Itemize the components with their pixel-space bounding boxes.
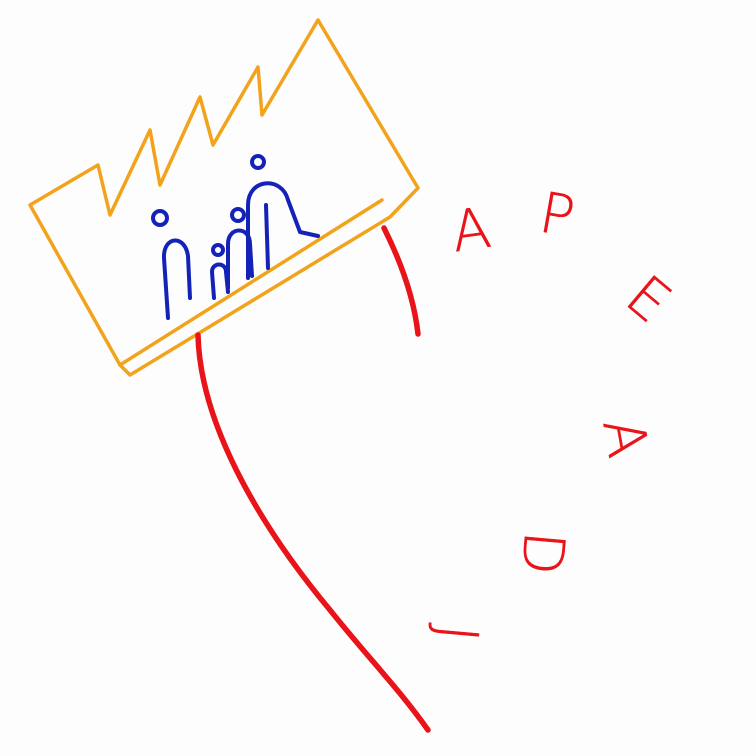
figure-4-head: [250, 154, 266, 170]
figure-4-body: [246, 181, 320, 280]
long-red-curve: [195, 332, 431, 733]
crown-band: [118, 198, 384, 367]
crown: [28, 18, 420, 377]
letter-a-1: A: [447, 195, 495, 266]
short-red-curve: [381, 225, 421, 337]
letter-d: D: [507, 528, 577, 578]
figure-3-head: [230, 207, 246, 223]
figure-1-head: [151, 209, 169, 227]
red-lines: [195, 225, 431, 733]
figure-4-leg: [264, 203, 270, 270]
figure-2-body: [210, 262, 230, 300]
family-figures: [151, 154, 320, 320]
crown-body: [28, 18, 420, 377]
figure-1-body: [161, 238, 192, 320]
figure-2-head: [211, 243, 225, 257]
